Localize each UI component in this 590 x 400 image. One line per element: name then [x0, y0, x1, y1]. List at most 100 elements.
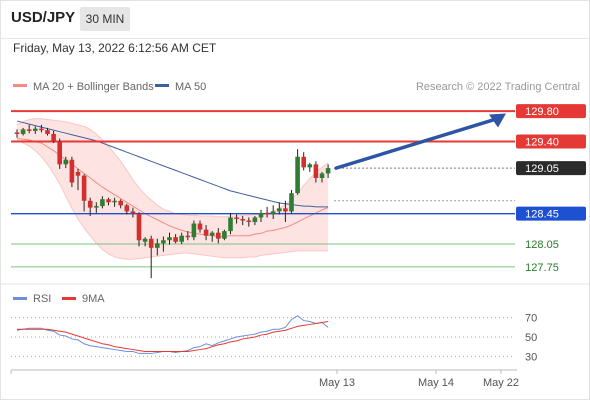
forecast-arrow [334, 113, 506, 170]
candle-body [57, 141, 62, 165]
header-divider [0, 38, 590, 39]
rsi-tick-30: 30 [525, 351, 537, 363]
candle-body [39, 128, 44, 131]
candle-body [191, 223, 197, 238]
rsi-grid [11, 317, 515, 357]
forecast-arrow-shaft [334, 116, 500, 170]
candle-body [81, 175, 87, 201]
candle-body [173, 237, 178, 242]
rsi-lines [16, 315, 329, 354]
candle-body [246, 220, 252, 223]
bollinger-upper-line [16, 118, 329, 218]
level-box-129.80 [516, 104, 586, 119]
candle-body [216, 232, 221, 239]
ma50-line [16, 120, 329, 208]
candle-body [234, 217, 239, 219]
candle-body [33, 128, 38, 131]
candle-body [63, 159, 69, 165]
rsi-legend-label: RSI [33, 293, 51, 305]
candle-body [167, 237, 172, 241]
candle-body [75, 171, 81, 176]
candle-body [289, 193, 294, 212]
x-tick-label: May 22 [483, 377, 519, 389]
ma20-line [16, 138, 329, 237]
candle-body [14, 132, 20, 134]
credit-text: Research © 2022 Trading Central [416, 81, 580, 93]
candle-body [69, 159, 75, 183]
level-box-129.05 [516, 161, 586, 176]
level-label-129.80: 129.80 [525, 106, 559, 118]
candle-body [112, 200, 117, 203]
candle-body [124, 205, 130, 212]
candle-body [209, 232, 215, 236]
candle-body [222, 231, 227, 239]
rsi-ma-legend-swatch [62, 297, 76, 300]
ma20-legend-swatch [13, 84, 27, 87]
rsi-line [16, 315, 329, 354]
level-label-129.40: 129.40 [525, 137, 559, 149]
candle-body [252, 217, 258, 223]
bollinger-band-fill [17, 118, 329, 260]
candle-body [258, 212, 264, 218]
bollinger-band-area [16, 118, 329, 260]
candle-body [155, 243, 160, 248]
rsi-tick-labels: 70 50 30 [525, 313, 537, 364]
candle-body [148, 238, 154, 248]
rsi-tick-50: 50 [525, 332, 537, 344]
x-tick-label: May 14 [418, 377, 454, 389]
candle-body [295, 156, 300, 194]
candle-body [228, 217, 233, 232]
candle-body [100, 199, 105, 207]
symbol-title: USD/JPY [11, 9, 76, 26]
moving-averages [16, 120, 329, 237]
candle-body [51, 133, 56, 142]
candle-body [185, 235, 191, 238]
candle-body [45, 130, 50, 134]
level-label-129.05: 129.05 [525, 163, 559, 175]
rsi-ma-legend-label: 9MA [82, 293, 105, 305]
candle-body [94, 206, 99, 208]
candle-body [264, 212, 270, 215]
rsi-legend-swatch [13, 297, 27, 300]
ma50-legend-label: MA 50 [175, 81, 206, 93]
x-tick-label: May 13 [319, 377, 355, 389]
level-labels: 129.80 129.40 129.05 128.45 128.05 127.75 [516, 104, 586, 274]
candle-body [277, 208, 282, 212]
bollinger-lower-line [16, 139, 329, 260]
candle-body [197, 223, 203, 230]
ma20-legend-label: MA 20 + Bollinger Bands [33, 81, 154, 93]
candle-body [20, 129, 26, 134]
level-label-128.45: 128.45 [525, 209, 559, 221]
candle-body [87, 200, 93, 208]
candle-body [136, 213, 142, 241]
candle-body [130, 211, 136, 214]
candle-body [161, 240, 166, 244]
chart-datetime: Friday, May 13, 2022 6:12:56 AM CET [13, 41, 217, 55]
rsi-tick-70: 70 [525, 313, 537, 325]
level-box-128.45 [516, 206, 586, 221]
x-axis-ticks: May 13 May 14 May 22 [10, 370, 519, 389]
candle-body [240, 218, 245, 221]
rsi-ma-line [17, 321, 329, 352]
chart-header: USD/JPY 30 MIN [0, 0, 590, 38]
level-label-128.05: 128.05 [525, 239, 559, 251]
candle-body [203, 229, 209, 236]
candle-body [301, 156, 306, 168]
candle-body [283, 208, 288, 212]
candle-body [313, 164, 319, 178]
candle-body [325, 168, 331, 174]
forecast-arrow-head [489, 113, 506, 128]
candle-body [142, 238, 148, 242]
candles [14, 124, 331, 279]
candle-body [26, 129, 32, 131]
level-label-127.75: 127.75 [525, 262, 559, 274]
candle-body [118, 200, 123, 206]
candle-body [106, 199, 111, 203]
timeframe-badge[interactable]: 30 MIN [80, 7, 130, 31]
candle-body [270, 211, 276, 215]
ma50-legend-swatch [155, 84, 169, 87]
candle-body [307, 164, 313, 168]
level-box-129.40 [516, 134, 586, 149]
candle-body [179, 235, 184, 242]
